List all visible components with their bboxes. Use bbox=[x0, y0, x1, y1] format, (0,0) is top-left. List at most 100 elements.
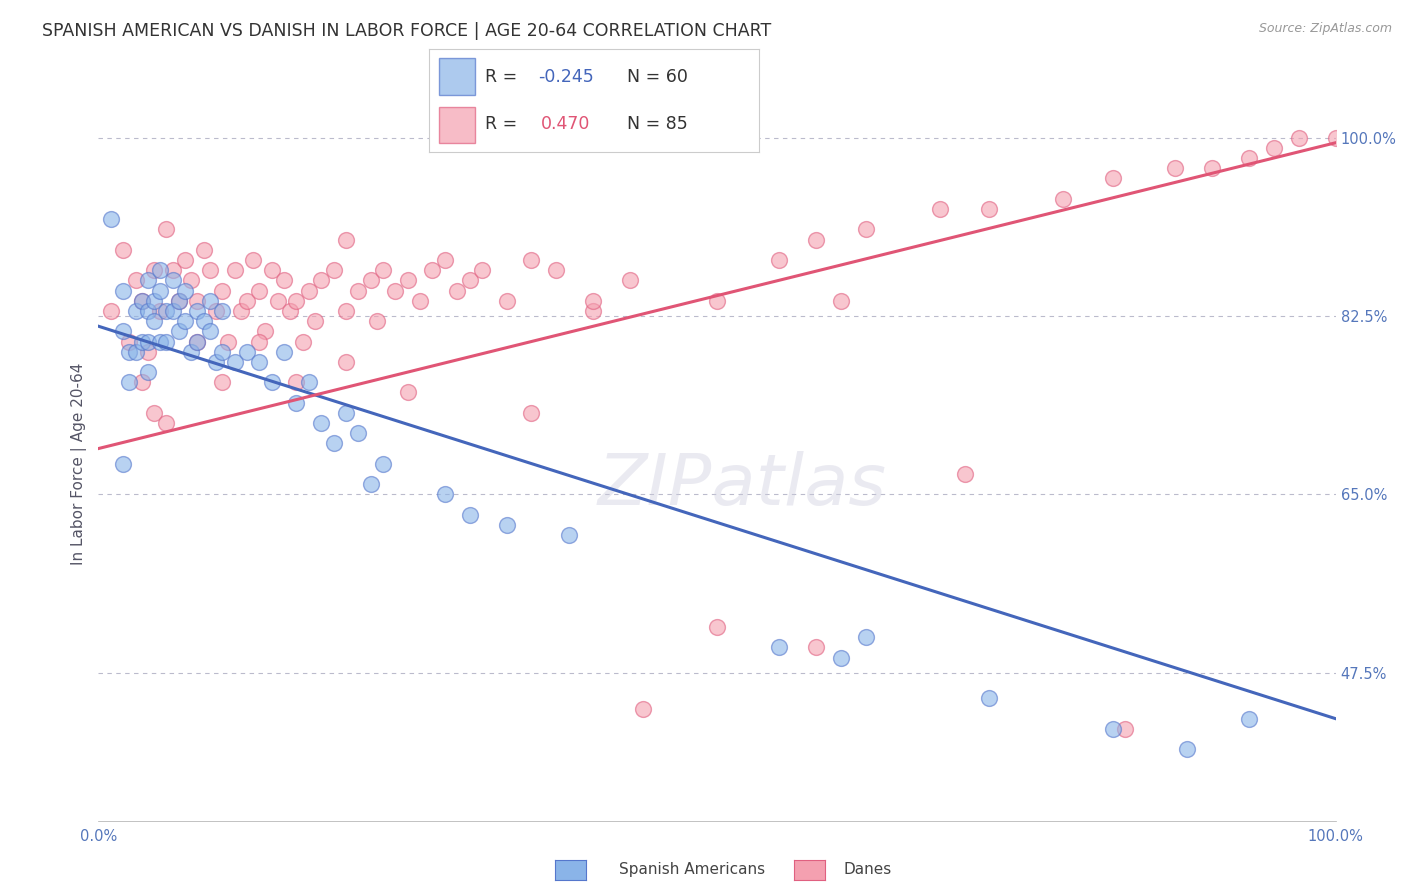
Point bbox=[273, 273, 295, 287]
Point bbox=[205, 355, 228, 369]
Point bbox=[582, 293, 605, 308]
Point bbox=[768, 252, 790, 267]
Point bbox=[136, 334, 159, 349]
Point bbox=[124, 273, 146, 287]
Point bbox=[928, 202, 950, 216]
Point bbox=[112, 284, 135, 298]
Point bbox=[180, 344, 202, 359]
Point bbox=[278, 304, 301, 318]
Point bbox=[458, 508, 481, 522]
Point bbox=[979, 202, 1001, 216]
Point bbox=[247, 284, 270, 298]
Point bbox=[198, 293, 221, 308]
Point bbox=[186, 304, 208, 318]
Text: 0.470: 0.470 bbox=[541, 115, 591, 133]
Text: Danes: Danes bbox=[844, 863, 891, 877]
Point bbox=[1052, 192, 1074, 206]
Point bbox=[285, 293, 308, 308]
Point bbox=[471, 263, 494, 277]
Point bbox=[619, 273, 641, 287]
Point bbox=[768, 640, 790, 655]
Point bbox=[112, 243, 135, 257]
Point bbox=[205, 304, 228, 318]
Point bbox=[162, 304, 184, 318]
Point bbox=[193, 243, 215, 257]
Point bbox=[131, 334, 153, 349]
Point bbox=[371, 457, 394, 471]
Point bbox=[458, 273, 481, 287]
Point bbox=[174, 314, 197, 328]
Point bbox=[1288, 130, 1310, 145]
Point bbox=[433, 252, 456, 267]
Point bbox=[242, 252, 264, 267]
Point bbox=[557, 528, 579, 542]
Point bbox=[360, 477, 382, 491]
Point bbox=[211, 376, 233, 390]
Point bbox=[830, 650, 852, 665]
Point bbox=[1237, 151, 1260, 165]
Point bbox=[118, 376, 141, 390]
Point bbox=[322, 263, 344, 277]
Point bbox=[953, 467, 976, 481]
Point bbox=[1114, 722, 1136, 736]
Point bbox=[273, 344, 295, 359]
Point bbox=[229, 304, 252, 318]
Point bbox=[309, 273, 332, 287]
Point bbox=[304, 314, 326, 328]
Point bbox=[335, 355, 357, 369]
Point bbox=[136, 365, 159, 379]
Point bbox=[360, 273, 382, 287]
Point bbox=[162, 263, 184, 277]
Text: R =: R = bbox=[485, 68, 523, 86]
Point bbox=[100, 212, 122, 227]
Point bbox=[366, 314, 388, 328]
Point bbox=[149, 334, 172, 349]
Point bbox=[124, 304, 146, 318]
Point bbox=[143, 314, 166, 328]
Point bbox=[131, 376, 153, 390]
Text: Source: ZipAtlas.com: Source: ZipAtlas.com bbox=[1258, 22, 1392, 36]
Point bbox=[1324, 130, 1347, 145]
Point bbox=[155, 222, 177, 236]
Point bbox=[855, 630, 877, 644]
Point bbox=[155, 416, 177, 430]
Point bbox=[335, 406, 357, 420]
Point bbox=[254, 324, 277, 338]
Point bbox=[384, 284, 406, 298]
Point bbox=[247, 355, 270, 369]
Text: Spanish Americans: Spanish Americans bbox=[619, 863, 765, 877]
Y-axis label: In Labor Force | Age 20-64: In Labor Force | Age 20-64 bbox=[72, 363, 87, 565]
Point bbox=[520, 406, 543, 420]
Point bbox=[285, 376, 308, 390]
Point bbox=[118, 334, 141, 349]
Point bbox=[298, 284, 321, 298]
Point bbox=[155, 304, 177, 318]
Point bbox=[149, 263, 172, 277]
Point bbox=[193, 314, 215, 328]
Point bbox=[224, 263, 246, 277]
Point bbox=[1102, 722, 1125, 736]
Point bbox=[211, 344, 233, 359]
Text: SPANISH AMERICAN VS DANISH IN LABOR FORCE | AGE 20-64 CORRELATION CHART: SPANISH AMERICAN VS DANISH IN LABOR FORC… bbox=[42, 22, 772, 40]
Point bbox=[1263, 141, 1285, 155]
Point bbox=[396, 385, 419, 400]
Point bbox=[1102, 171, 1125, 186]
Point bbox=[855, 222, 877, 236]
Point bbox=[396, 273, 419, 287]
Text: -0.245: -0.245 bbox=[538, 68, 593, 86]
Point bbox=[335, 304, 357, 318]
Point bbox=[322, 436, 344, 450]
Point bbox=[136, 344, 159, 359]
Point bbox=[309, 416, 332, 430]
Point bbox=[211, 304, 233, 318]
Point bbox=[143, 406, 166, 420]
Point bbox=[520, 252, 543, 267]
Text: N = 60: N = 60 bbox=[627, 68, 688, 86]
Point bbox=[112, 457, 135, 471]
Point bbox=[149, 284, 172, 298]
Point bbox=[136, 304, 159, 318]
Point bbox=[112, 324, 135, 338]
Point bbox=[285, 395, 308, 409]
Point bbox=[174, 252, 197, 267]
Point bbox=[631, 701, 654, 715]
